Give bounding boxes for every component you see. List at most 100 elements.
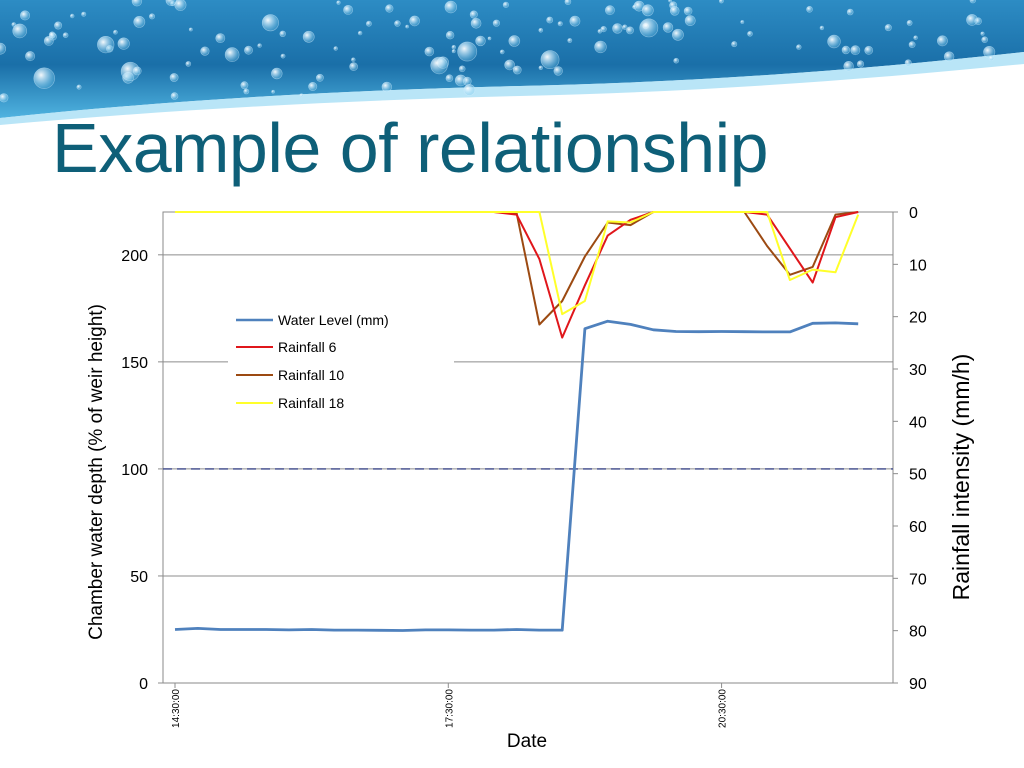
legend-label: Rainfall 6	[278, 339, 337, 355]
bubble	[569, 15, 581, 27]
bubble	[856, 60, 865, 68]
bubble	[280, 53, 286, 59]
bubble	[19, 10, 30, 21]
bubble	[451, 49, 456, 54]
bubble	[224, 47, 240, 62]
y-axis-right-title: Rainfall intensity (mm/h)	[948, 354, 974, 601]
bubble	[200, 46, 210, 56]
bubble	[981, 36, 989, 44]
bubble	[0, 42, 6, 55]
bubble	[365, 20, 372, 27]
y-left-tick-label: 100	[121, 462, 148, 479]
legend: Water Level (mm) Rainfall 6 Rainfall 10 …	[228, 308, 454, 418]
bubble	[846, 8, 854, 16]
bubble	[132, 66, 142, 76]
y-left-tick-label: 50	[130, 569, 148, 586]
bubble	[444, 0, 457, 14]
y-left-tick-label: 0	[139, 676, 148, 693]
bubble	[445, 31, 455, 40]
series-line-rainfall-18	[175, 211, 860, 316]
bubble	[25, 51, 36, 62]
bubble	[546, 16, 554, 24]
bubble	[475, 35, 486, 47]
bubble	[149, 13, 156, 20]
bubble	[632, 4, 637, 10]
y-right-tick-label: 70	[909, 571, 927, 588]
y-axis-right: 0 10 20 30 40 50 60 70 80 90	[893, 205, 927, 693]
bubble	[538, 27, 544, 33]
bubble	[343, 4, 353, 15]
bubble	[405, 24, 409, 29]
y-left-tick-label: 150	[121, 355, 148, 372]
bubble	[299, 93, 304, 98]
bubble	[980, 31, 985, 36]
bubble	[487, 36, 492, 41]
bubble	[597, 29, 602, 34]
bubble	[333, 46, 338, 51]
bubble	[381, 81, 392, 93]
bubble	[470, 17, 482, 29]
bubble	[271, 67, 283, 80]
bubble	[308, 82, 318, 92]
x-tick-label: 20:30:00	[718, 689, 729, 728]
bubble	[641, 4, 654, 17]
bubble	[165, 0, 177, 6]
bubble	[169, 73, 179, 82]
bubble	[684, 15, 696, 26]
bubble	[668, 0, 672, 3]
bubble	[850, 45, 861, 56]
x-axis: 14:30:00 17:30:00 20:30:00	[171, 683, 729, 728]
bubble	[557, 21, 563, 27]
bubble	[215, 33, 226, 43]
x-tick-label: 14:30:00	[171, 689, 182, 728]
bubble	[612, 23, 623, 34]
bubble	[988, 55, 995, 62]
y-right-tick-label: 50	[909, 467, 927, 484]
bubble	[943, 51, 955, 62]
y-right-tick-label: 20	[909, 310, 927, 327]
y-axis-left: 0 50 100 150 200	[121, 248, 163, 693]
legend-label: Rainfall 10	[278, 367, 344, 383]
bubble	[796, 44, 802, 50]
bubble	[937, 35, 948, 47]
bubble	[819, 25, 825, 31]
bubble	[261, 14, 279, 32]
bubble	[512, 65, 522, 75]
bubble	[451, 44, 456, 50]
bubble	[97, 35, 115, 54]
bubble	[673, 57, 680, 64]
bubble	[279, 30, 286, 37]
y-right-tick-label: 80	[909, 624, 927, 641]
bubble	[639, 18, 659, 38]
bubble	[605, 5, 615, 16]
y-right-tick-label: 0	[909, 205, 918, 222]
water-band	[0, 0, 1024, 118]
bubble	[458, 65, 466, 73]
bubble	[492, 19, 501, 27]
bubble	[913, 35, 918, 40]
wave-highlight	[0, 52, 1024, 125]
bubble	[240, 81, 249, 90]
y-left-tick-label: 200	[121, 248, 148, 265]
bubble	[508, 35, 521, 47]
bubble	[504, 59, 515, 71]
bubble	[336, 0, 341, 5]
bubble	[12, 23, 28, 39]
bubbles	[0, 0, 996, 103]
bubble	[133, 15, 146, 28]
legend-label: Rainfall 18	[278, 395, 344, 411]
bubble	[622, 24, 628, 30]
bubble	[62, 32, 69, 39]
y-right-tick-label: 30	[909, 362, 927, 379]
bubble	[908, 41, 916, 48]
legend-label: Water Level (mm)	[278, 312, 389, 328]
y-right-tick-label: 90	[909, 676, 927, 693]
bubble	[54, 21, 63, 30]
bubble	[626, 26, 634, 35]
bubble	[117, 37, 130, 50]
bubble	[315, 73, 324, 82]
y-right-tick-label: 60	[909, 519, 927, 536]
bubble	[469, 10, 478, 19]
plot-area-border	[162, 211, 894, 684]
